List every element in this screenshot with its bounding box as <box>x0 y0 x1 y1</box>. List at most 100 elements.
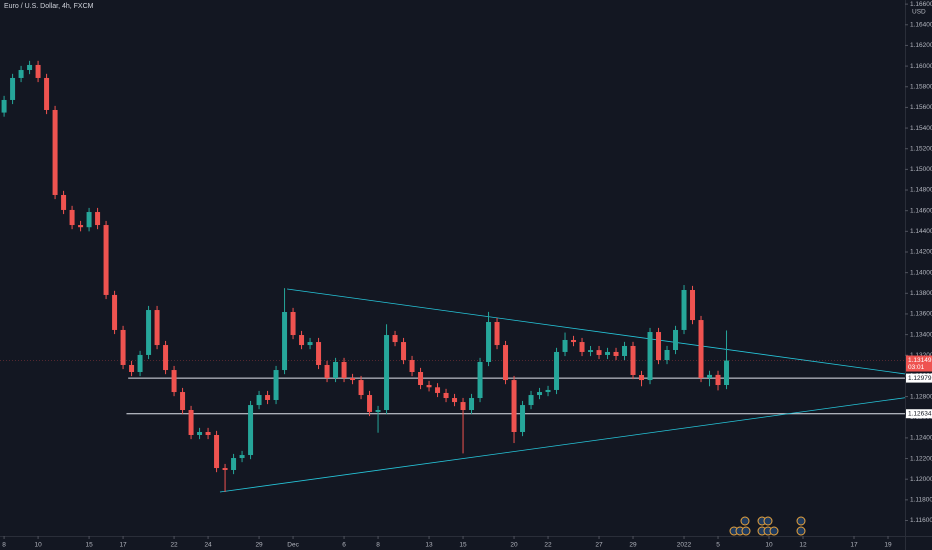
y-tick-label: 1.12200 <box>910 455 932 462</box>
candle-body <box>367 395 373 412</box>
candle-body <box>350 377 356 381</box>
candle-body <box>222 468 228 471</box>
candle-body <box>69 209 75 226</box>
x-tick-label: 8 <box>2 542 6 549</box>
candle-body <box>375 410 381 412</box>
candle-body <box>698 320 704 378</box>
candle-body <box>316 342 322 365</box>
x-tick-label: 19 <box>884 542 892 549</box>
candle-body <box>231 458 237 471</box>
candle-body <box>681 289 687 330</box>
candle-body <box>418 371 424 386</box>
event-icons[interactable] <box>729 516 806 536</box>
y-tick-label: 1.16000 <box>910 63 932 70</box>
y-tick-label: 1.15800 <box>910 83 932 90</box>
candle-body <box>290 311 296 336</box>
level-label: 1.12979 <box>908 375 932 382</box>
event-icon[interactable] <box>741 526 751 536</box>
x-tick-label: 29 <box>629 542 637 549</box>
y-tick-label: 1.15600 <box>910 104 932 111</box>
event-icon[interactable] <box>769 526 779 536</box>
event-icon[interactable] <box>740 516 750 526</box>
x-tick-label: Dec <box>287 542 299 549</box>
event-icon[interactable] <box>796 516 806 526</box>
candle-body <box>579 342 585 352</box>
candle-body <box>673 329 679 351</box>
candle-body <box>129 364 135 372</box>
candle-body <box>639 374 645 381</box>
candle-body <box>622 345 628 356</box>
candle-body <box>341 361 347 378</box>
y-tick-label: 1.13800 <box>910 290 932 297</box>
x-tick-label: 10 <box>765 542 773 549</box>
candle-body <box>1 99 7 113</box>
candle-body <box>426 385 432 388</box>
candle-body <box>86 212 92 228</box>
candle-body <box>460 402 466 411</box>
candle-body <box>282 311 288 371</box>
x-tick-label: 13 <box>425 542 433 549</box>
candle-body <box>452 398 458 403</box>
candle-body <box>205 432 211 435</box>
y-tick-label: 1.14400 <box>910 228 932 235</box>
candle-body <box>605 351 611 355</box>
y-tick-label: 1.13200 <box>910 352 932 359</box>
candle-body <box>486 322 492 362</box>
candle-body <box>273 370 279 400</box>
x-tick-label: 15 <box>459 542 467 549</box>
plot-area <box>0 60 905 493</box>
candle-body <box>27 64 33 71</box>
y-tick-label: 1.11600 <box>910 517 932 524</box>
last-price-box <box>906 355 932 372</box>
y-tick-label: 1.16400 <box>910 22 932 29</box>
candle-body <box>188 410 194 435</box>
candle-body <box>299 335 305 346</box>
x-tick-label: 24 <box>204 542 212 549</box>
y-tick-label: 1.16600 <box>910 1 932 8</box>
level-label: 1.12634 <box>908 410 932 417</box>
y-tick-label: 1.12000 <box>910 476 932 483</box>
y-axis-label: USD <box>912 9 926 16</box>
level-label-box <box>906 409 932 419</box>
candle-body <box>120 329 126 365</box>
last-price-label: 1.13149 <box>908 357 932 364</box>
event-icon[interactable] <box>796 526 806 536</box>
event-icon[interactable] <box>763 516 773 526</box>
candle-body <box>588 350 594 352</box>
candle-body <box>248 405 254 456</box>
candle-body <box>61 194 67 210</box>
y-tick-label: 1.15400 <box>910 125 932 132</box>
candle-body <box>409 360 415 372</box>
candle-body <box>44 77 50 110</box>
candle-body <box>613 351 619 356</box>
chart-title: Euro / U.S. Dollar, 4h, FXCM <box>4 3 94 10</box>
candle-body <box>715 374 721 386</box>
candle-body <box>52 109 58 195</box>
x-tick-label: 22 <box>170 542 178 549</box>
y-tick-label: 1.13400 <box>910 331 932 338</box>
candle-body <box>545 389 551 393</box>
candle-body <box>103 225 109 295</box>
candle-body <box>511 380 517 433</box>
candle-body <box>333 361 339 378</box>
x-tick-label: 17 <box>850 542 858 549</box>
y-tick-label: 1.15200 <box>910 145 932 152</box>
candle-body <box>171 370 177 393</box>
candle-body <box>596 350 602 355</box>
candle-body <box>307 342 313 346</box>
y-tick-label: 1.14000 <box>910 269 932 276</box>
candle-body <box>630 345 636 375</box>
candle-body <box>256 395 262 406</box>
trendline <box>219 397 905 493</box>
candle-body <box>10 77 16 100</box>
candle-body <box>95 212 101 226</box>
candle-body <box>384 335 390 411</box>
candle-body <box>528 395 534 406</box>
y-tick-label: 1.12400 <box>910 435 932 442</box>
candle-body <box>324 364 330 378</box>
candle-body <box>18 70 24 78</box>
